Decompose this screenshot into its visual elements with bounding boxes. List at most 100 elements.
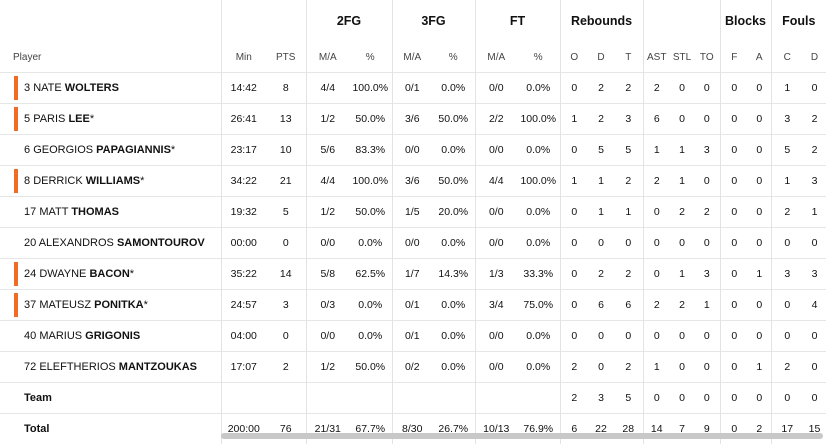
player-first-name: MATT bbox=[39, 206, 68, 218]
stat-min: 14:42 bbox=[221, 73, 266, 104]
player-cell: 3 NATE WOLTERS bbox=[0, 73, 221, 104]
col-header-min[interactable]: Min bbox=[221, 42, 266, 73]
stat-to: 0 bbox=[694, 352, 720, 383]
col-header-2fg-ma[interactable]: M/A bbox=[306, 42, 349, 73]
horizontal-scrollbar[interactable] bbox=[221, 433, 823, 439]
stat-ft-ma: 2/2 bbox=[475, 104, 517, 135]
col-header-pts[interactable]: PTS bbox=[266, 42, 306, 73]
player-name-link[interactable]: 17 MATT THOMAS bbox=[24, 206, 119, 218]
stat-to: 9 bbox=[694, 414, 720, 444]
stat-ft-pct: 0.0% bbox=[517, 135, 560, 166]
stat-foul-d: 2 bbox=[803, 135, 826, 166]
stat-blk-f: 0 bbox=[720, 414, 748, 444]
col-header-ft-pct[interactable]: % bbox=[517, 42, 560, 73]
stat-3fg-ma: 0/2 bbox=[392, 352, 432, 383]
group-header-blocks: Blocks bbox=[720, 0, 771, 42]
col-header-3fg-pct[interactable]: % bbox=[432, 42, 475, 73]
group-header-row: 2FG 3FG FT Rebounds Blocks Fouls bbox=[0, 0, 826, 42]
stat-ft-pct: 0.0% bbox=[517, 352, 560, 383]
player-cell: 20 ALEXANDROS SAMONTOUROV bbox=[0, 228, 221, 259]
stat-foul-d: 0 bbox=[803, 228, 826, 259]
player-name-link[interactable]: 24 DWAYNE BACON* bbox=[24, 268, 134, 280]
player-name-link[interactable]: 3 NATE WOLTERS bbox=[24, 82, 119, 94]
stat-3fg-pct: 14.3% bbox=[432, 259, 475, 290]
stat-2fg-ma: 4/4 bbox=[306, 166, 349, 197]
stat-ft-pct: 100.0% bbox=[517, 104, 560, 135]
player-number: 5 bbox=[24, 113, 30, 125]
group-header-2fg: 2FG bbox=[306, 0, 392, 42]
stat-to: 3 bbox=[694, 259, 720, 290]
col-header-ft-ma[interactable]: M/A bbox=[475, 42, 517, 73]
stat-2fg-pct: 67.7% bbox=[349, 414, 392, 444]
stat-foul-d: 0 bbox=[803, 383, 826, 414]
group-header-3fg: 3FG bbox=[392, 0, 475, 42]
stat-3fg-ma: 0/0 bbox=[392, 135, 432, 166]
stat-min: 35:22 bbox=[221, 259, 266, 290]
stat-pts: 0 bbox=[266, 228, 306, 259]
col-header-foul-c[interactable]: C bbox=[771, 42, 803, 73]
player-name-link[interactable]: 5 PARIS LEE* bbox=[24, 113, 94, 125]
col-header-player[interactable]: Player bbox=[0, 42, 221, 73]
stat-blk-f: 0 bbox=[720, 383, 748, 414]
stat-2fg-ma bbox=[306, 383, 349, 414]
stat-2fg-pct: 0.0% bbox=[349, 228, 392, 259]
stat-reb-o: 0 bbox=[560, 135, 588, 166]
stat-reb-t: 2 bbox=[614, 352, 643, 383]
col-header-foul-d[interactable]: D bbox=[803, 42, 826, 73]
stat-min: 34:22 bbox=[221, 166, 266, 197]
stat-stl: 0 bbox=[670, 73, 694, 104]
player-name-link[interactable]: 6 GEORGIOS PAPAGIANNIS* bbox=[24, 144, 175, 156]
player-last-name: THOMAS bbox=[71, 206, 119, 218]
stat-ast: 2 bbox=[643, 290, 670, 321]
col-header-reb-o[interactable]: O bbox=[560, 42, 588, 73]
starter-mark: * bbox=[144, 299, 148, 311]
player-name-link[interactable]: 20 ALEXANDROS SAMONTOUROV bbox=[24, 237, 205, 249]
player-cell: 17 MATT THOMAS bbox=[0, 197, 221, 228]
col-header-2fg-pct[interactable]: % bbox=[349, 42, 392, 73]
stat-stl: 1 bbox=[670, 259, 694, 290]
player-name-link[interactable]: 37 MATEUSZ PONITKA* bbox=[24, 299, 148, 311]
stat-pts: 3 bbox=[266, 290, 306, 321]
player-name-link[interactable]: 40 MARIUS GRIGONIS bbox=[24, 330, 140, 342]
stat-ft-ma: 10/13 bbox=[475, 414, 517, 444]
col-header-reb-d[interactable]: D bbox=[588, 42, 614, 73]
stat-3fg-pct: 0.0% bbox=[432, 321, 475, 352]
stat-foul-c: 3 bbox=[771, 259, 803, 290]
col-header-3fg-ma[interactable]: M/A bbox=[392, 42, 432, 73]
player-name-link[interactable]: 72 ELEFTHERIOS MANTZOUKAS bbox=[24, 361, 197, 373]
col-header-blk-a[interactable]: A bbox=[748, 42, 771, 73]
starter-indicator bbox=[14, 169, 18, 193]
stat-ft-ma: 0/0 bbox=[475, 197, 517, 228]
col-header-to[interactable]: TO bbox=[694, 42, 720, 73]
player-first-name: MATEUSZ bbox=[39, 299, 91, 311]
col-header-ast[interactable]: AST bbox=[643, 42, 670, 73]
column-header-row: Player Min PTS M/A % M/A % M/A % O D T A… bbox=[0, 42, 826, 73]
col-header-reb-t[interactable]: T bbox=[614, 42, 643, 73]
group-header-rebounds: Rebounds bbox=[560, 0, 643, 42]
stat-foul-c: 0 bbox=[771, 290, 803, 321]
player-first-name: PARIS bbox=[33, 113, 65, 125]
stat-reb-d: 0 bbox=[588, 321, 614, 352]
stat-ft-pct: 0.0% bbox=[517, 197, 560, 228]
col-header-blk-f[interactable]: F bbox=[720, 42, 748, 73]
stat-blk-f: 0 bbox=[720, 73, 748, 104]
col-header-stl[interactable]: STL bbox=[670, 42, 694, 73]
stat-reb-o: 0 bbox=[560, 73, 588, 104]
stat-blk-f: 0 bbox=[720, 228, 748, 259]
stat-foul-d: 3 bbox=[803, 259, 826, 290]
stat-reb-o: 0 bbox=[560, 259, 588, 290]
stat-to: 0 bbox=[694, 383, 720, 414]
player-name-link[interactable]: 8 DERRICK WILLIAMS* bbox=[24, 175, 144, 187]
player-first-name: DWAYNE bbox=[39, 268, 86, 280]
